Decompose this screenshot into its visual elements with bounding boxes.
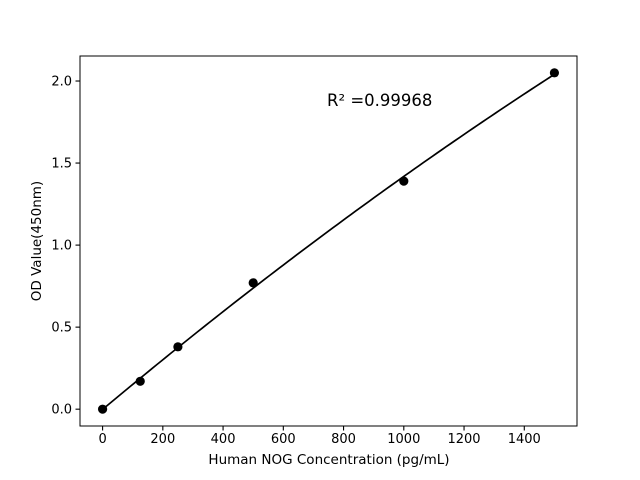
y-tick-label: 0.0 [51,403,72,418]
axes-spines [79,55,578,427]
x-tick-label: 1400 [508,432,541,447]
data-point [135,376,145,386]
y-tick-label: 1.0 [51,239,72,254]
x-tick-label: 600 [271,432,296,447]
data-point [248,278,258,288]
fit-curve [102,73,555,411]
x-axis-label: Human NOG Concentration (pg/mL) [208,452,450,468]
y-axis-label: OD Value(450nm) [28,180,45,302]
x-tick-label: 0 [98,432,106,447]
x-tick-label: 400 [211,432,236,447]
x-tick-label: 200 [150,432,175,447]
data-point [173,342,183,352]
x-tick-label: 1200 [447,432,480,447]
data-point [97,404,108,414]
x-tick-label: 1000 [387,432,420,447]
y-tick-label: 0.5 [51,321,72,336]
r-squared-annotation: R² =0.99968 [327,91,433,110]
data-point [399,176,409,186]
data-point [549,68,560,78]
y-tick-label: 2.0 [51,75,72,90]
x-tick-label: 800 [331,432,356,447]
y-tick-label: 1.5 [51,157,72,172]
